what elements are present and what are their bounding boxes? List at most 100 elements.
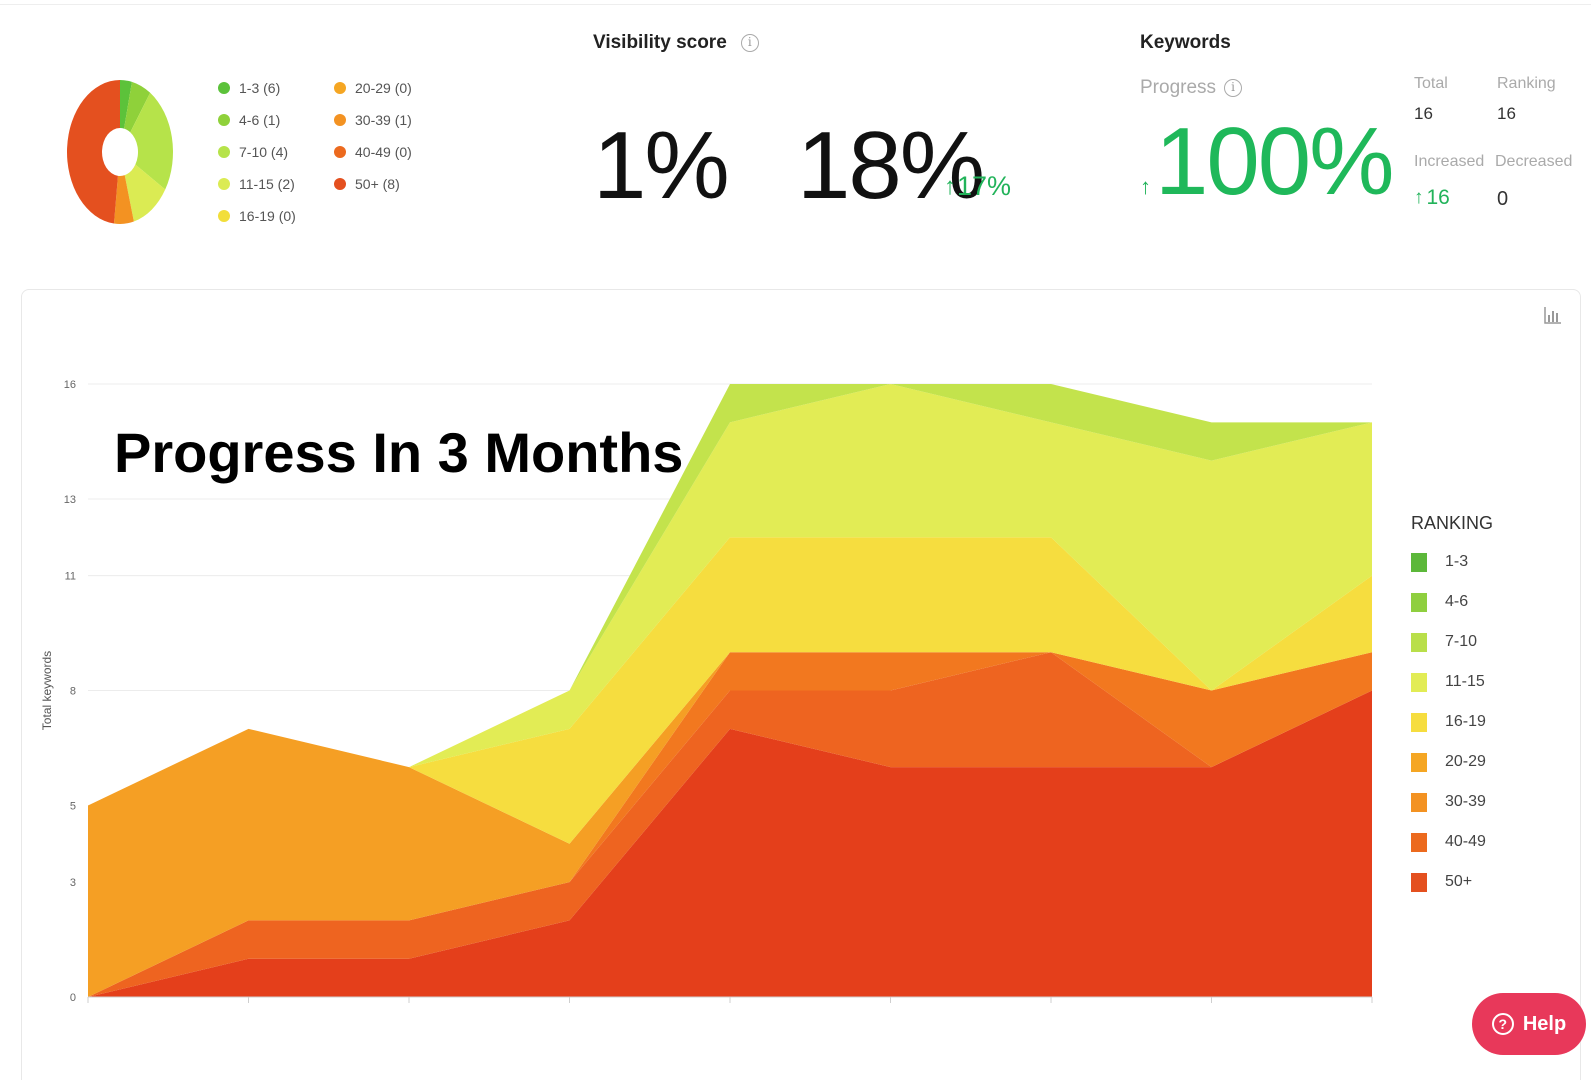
y-tick-label: 3 — [70, 877, 76, 889]
arrow-up-icon: ↑ — [1140, 174, 1151, 199]
donut-slice-50+ — [67, 80, 120, 224]
legend-item-50+[interactable]: 50+ — [1411, 862, 1493, 902]
legend-swatch — [1411, 672, 1427, 692]
legend-item-20-29[interactable]: 20-29 — [1411, 742, 1493, 782]
donut-slice-7-10 — [130, 92, 173, 190]
visibility-title-text: Visibility score — [593, 32, 727, 53]
top-divider — [0, 4, 1591, 5]
dist-label: 50+ — [355, 176, 379, 192]
donut-slice-1-3 — [120, 80, 132, 129]
dist-count: (0) — [394, 144, 412, 160]
keywords-progress-value: 100% — [1155, 108, 1395, 215]
legend-label: 7-10 — [1445, 633, 1478, 650]
y-tick-label: 8 — [70, 686, 76, 698]
increased-value-wrap: ↑ 16 — [1414, 186, 1450, 210]
donut-slice-4-6 — [124, 81, 151, 133]
ranking-value: 16 — [1497, 104, 1516, 123]
area-series-11-15 — [88, 384, 1372, 806]
legend-label: 40-49 — [1445, 833, 1486, 850]
dist-dot — [218, 178, 230, 190]
dist-dot — [334, 146, 346, 158]
dist-label: 16-19 — [239, 208, 275, 224]
dist-item-11-15: 11-15 (2) — [218, 174, 295, 194]
dist-item-4-6: 4-6 (1) — [218, 110, 280, 130]
dist-dot — [218, 114, 230, 126]
arrow-up-icon: ↑ — [1414, 187, 1424, 208]
dist-label: 11-15 — [239, 176, 274, 192]
dist-count: (6) — [263, 80, 281, 96]
dist-dot — [218, 82, 230, 94]
dist-item-20-29: 20-29 (0) — [334, 78, 412, 98]
dist-label: 4-6 — [239, 112, 260, 128]
legend-swatch — [1411, 632, 1427, 652]
dist-item-1-3: 1-3 (6) — [218, 78, 280, 98]
visibility-current: 1% — [593, 112, 730, 219]
decreased-label: Decreased — [1495, 153, 1573, 170]
y-tick-label: 13 — [64, 494, 76, 506]
legend-swatch — [1411, 752, 1427, 772]
dist-label: 20-29 — [355, 80, 391, 96]
legend-item-30-39[interactable]: 30-39 — [1411, 782, 1493, 822]
dist-count: (2) — [277, 176, 295, 192]
area-series-30-39 — [88, 652, 1372, 997]
area-series-20-29 — [88, 652, 1372, 997]
y-tick-label: 16 — [64, 379, 76, 391]
dist-count: (1) — [394, 112, 412, 128]
legend-item-4-6[interactable]: 4-6 — [1411, 582, 1493, 622]
legend-label: 50+ — [1445, 873, 1473, 890]
legend-swatch — [1411, 872, 1427, 892]
y-tick-label: 0 — [70, 992, 76, 1004]
dist-dot — [218, 210, 230, 222]
keywords-progress-label: Progress i — [1140, 77, 1243, 99]
ranking-label: Ranking — [1497, 75, 1556, 92]
legend-label: 11-15 — [1445, 673, 1485, 690]
increased-value: 16 — [1426, 186, 1450, 209]
overlay-title: Progress In 3 Months — [114, 421, 684, 484]
visibility-title: Visibility score i — [593, 32, 759, 54]
distribution-legend: 1-3 (6) 4-6 (1) 7-10 (4) 11-15 (2) 16-19… — [218, 78, 438, 238]
arrow-up-icon: ↑ — [944, 172, 956, 200]
ranking-legend: RANKING 1-3 4-6 7-10 11-15 16-19 20-29 30-39 40… — [1411, 513, 1493, 902]
legend-label: 4-6 — [1445, 593, 1469, 610]
area-series-7-10 — [88, 384, 1372, 806]
dist-dot — [218, 146, 230, 158]
donut-slice-30-39 — [113, 175, 134, 225]
help-button[interactable]: ? Help — [1472, 993, 1586, 1055]
dist-label: 40-49 — [355, 144, 391, 160]
dist-item-7-10: 7-10 (4) — [218, 142, 288, 162]
y-tick-label: 5 — [70, 800, 76, 812]
legend-item-1-3[interactable]: 1-3 — [1411, 542, 1493, 582]
total-value: 16 — [1414, 104, 1433, 123]
decreased-value: 0 — [1497, 188, 1509, 210]
progress-label-text: Progress — [1140, 77, 1217, 98]
question-icon: ? — [1491, 1013, 1514, 1035]
dist-count: (1) — [263, 112, 281, 128]
ranking-legend-title: RANKING — [1411, 513, 1494, 533]
y-axis-label: Total keywords — [40, 651, 54, 730]
info-icon[interactable]: i — [740, 34, 759, 52]
info-icon[interactable]: i — [1224, 79, 1243, 97]
total-label: Total — [1414, 75, 1448, 92]
dist-count: (0) — [394, 80, 412, 96]
dist-label: 7-10 — [239, 144, 268, 160]
legend-label: 16-19 — [1445, 713, 1486, 730]
donut-slice-11-15 — [124, 164, 166, 222]
dist-count: (4) — [270, 144, 289, 160]
legend-label: 30-39 — [1445, 793, 1486, 810]
ranking-distribution-donut — [67, 80, 173, 225]
legend-item-40-49[interactable]: 40-49 — [1411, 822, 1493, 862]
visibility-change: ↑ 17% — [944, 171, 1011, 202]
legend-item-7-10[interactable]: 7-10 — [1411, 622, 1493, 662]
dist-label: 30-39 — [355, 112, 391, 128]
dist-count: (8) — [382, 176, 400, 192]
dist-item-30-39: 30-39 (1) — [334, 110, 412, 130]
legend-swatch — [1411, 712, 1427, 732]
legend-item-16-19[interactable]: 16-19 — [1411, 702, 1493, 742]
legend-item-11-15[interactable]: 11-15 — [1411, 662, 1493, 702]
legend-swatch — [1411, 792, 1427, 812]
chart-type-icon[interactable] — [1543, 305, 1563, 325]
legend-swatch — [1411, 592, 1427, 612]
dist-item-16-19: 16-19 (0) — [218, 206, 296, 226]
dist-label: 1-3 — [239, 80, 260, 96]
